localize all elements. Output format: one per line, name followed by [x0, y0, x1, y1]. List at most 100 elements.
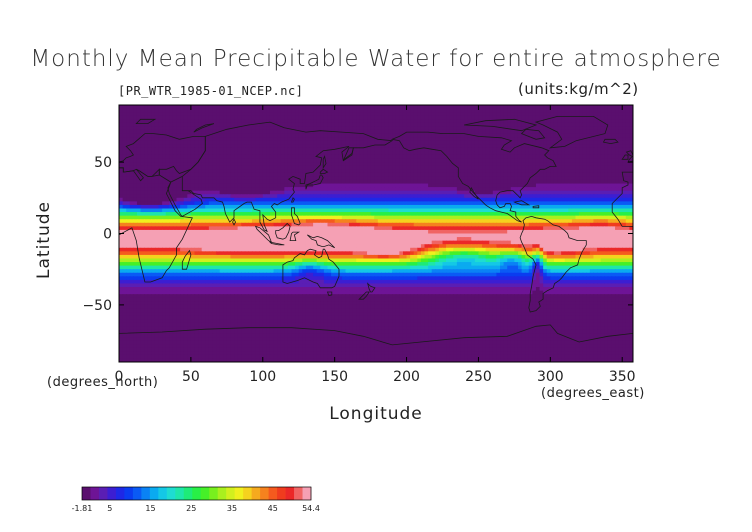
heatmap-cell [259, 151, 264, 156]
heatmap-cell [277, 137, 282, 142]
heatmap-cell [579, 176, 584, 181]
heatmap-cell [424, 119, 429, 124]
heatmap-cell [359, 215, 365, 220]
heatmap-cell [341, 197, 347, 202]
heatmap-cell [180, 137, 185, 142]
heatmap-cell [298, 204, 303, 210]
heatmap-cell [352, 176, 357, 181]
heatmap-cell [133, 222, 138, 227]
heatmap-cell [428, 183, 433, 188]
heatmap-cell [230, 226, 235, 231]
heatmap-cell [586, 122, 591, 128]
heatmap-cell [237, 222, 242, 227]
heatmap-cell [568, 147, 573, 152]
heatmap-cell [356, 122, 361, 128]
heatmap-cell [582, 144, 587, 149]
heatmap-cell [133, 165, 138, 170]
heatmap-cell [216, 158, 221, 163]
heatmap-cell [187, 190, 192, 195]
heatmap-cell [122, 165, 127, 170]
heatmap-cell [539, 226, 544, 231]
heatmap-cell [485, 112, 490, 117]
heatmap-cell [510, 179, 515, 185]
heatmap-cell [201, 133, 206, 138]
heatmap-cell [119, 144, 124, 149]
heatmap-cell [198, 122, 203, 128]
heatmap-cell [248, 172, 253, 177]
heatmap-cell [410, 151, 415, 156]
heatmap-cell [201, 112, 206, 117]
heatmap-cell [154, 219, 160, 224]
heatmap-cell [381, 119, 386, 124]
heatmap-cell [313, 119, 318, 124]
heatmap-cell [485, 115, 490, 120]
heatmap-cell [550, 122, 555, 128]
heatmap-cell [384, 176, 390, 181]
heatmap-cell [154, 105, 160, 110]
heatmap-cell [320, 129, 325, 135]
heatmap-cell [176, 204, 181, 210]
heatmap-cell [615, 204, 620, 210]
heatmap-cell [586, 126, 591, 131]
heatmap-cell [151, 115, 156, 120]
heatmap-cell [205, 129, 210, 135]
heatmap-cell [586, 162, 591, 167]
heatmap-cell [216, 115, 221, 120]
heatmap-cell [345, 183, 350, 188]
heatmap-cell [122, 176, 127, 181]
heatmap-cell [248, 169, 253, 174]
heatmap-cell [352, 147, 357, 152]
heatmap-cell [561, 147, 566, 152]
heatmap-cell [183, 151, 188, 156]
heatmap-cell [194, 179, 199, 185]
heatmap-cell [399, 201, 404, 206]
heatmap-cell [510, 126, 515, 131]
heatmap-cell [464, 140, 469, 145]
heatmap-cell [384, 194, 390, 199]
heatmap-cell [334, 179, 339, 185]
heatmap-cell [482, 169, 487, 174]
heatmap-cell [420, 226, 426, 231]
heatmap-cell [597, 122, 602, 128]
heatmap-cell [442, 151, 447, 156]
heatmap-cell [629, 215, 633, 220]
heatmap-cell [162, 162, 167, 167]
heatmap-cell [259, 119, 264, 124]
heatmap-cell [302, 115, 307, 120]
heatmap-cell [496, 154, 501, 160]
heatmap-cell [395, 158, 400, 163]
heatmap-cell [568, 162, 573, 167]
heatmap-cell [557, 165, 562, 170]
heatmap-cell [119, 201, 124, 206]
heatmap-cell [482, 176, 487, 181]
heatmap-cell [367, 126, 372, 131]
heatmap-cell [349, 154, 354, 160]
heatmap-cell [280, 133, 285, 138]
heatmap-cell [151, 119, 156, 124]
heatmap-cell [456, 108, 462, 113]
heatmap-cell [205, 194, 210, 199]
heatmap-cell [244, 169, 249, 174]
heatmap-cell [374, 169, 379, 174]
heatmap-cell [374, 212, 379, 217]
heatmap-cell [622, 190, 627, 195]
heatmap-cell [388, 226, 393, 231]
heatmap-cell [313, 162, 318, 167]
heatmap-cell [237, 129, 242, 135]
heatmap-cell [338, 154, 343, 160]
heatmap-cell [456, 226, 462, 231]
heatmap-cell [417, 105, 422, 110]
heatmap-cell [438, 165, 444, 170]
heatmap-cell [582, 108, 587, 113]
heatmap-cell [241, 215, 246, 220]
heatmap-cell [176, 190, 181, 195]
heatmap-cell [323, 133, 329, 138]
heatmap-cell [262, 154, 267, 160]
heatmap-cell [313, 226, 318, 231]
heatmap-cell [539, 137, 544, 142]
heatmap-cell [496, 215, 501, 220]
heatmap-cell [367, 212, 372, 217]
heatmap-cell [402, 162, 408, 167]
heatmap-cell [266, 215, 271, 220]
heatmap-cell [305, 212, 311, 217]
